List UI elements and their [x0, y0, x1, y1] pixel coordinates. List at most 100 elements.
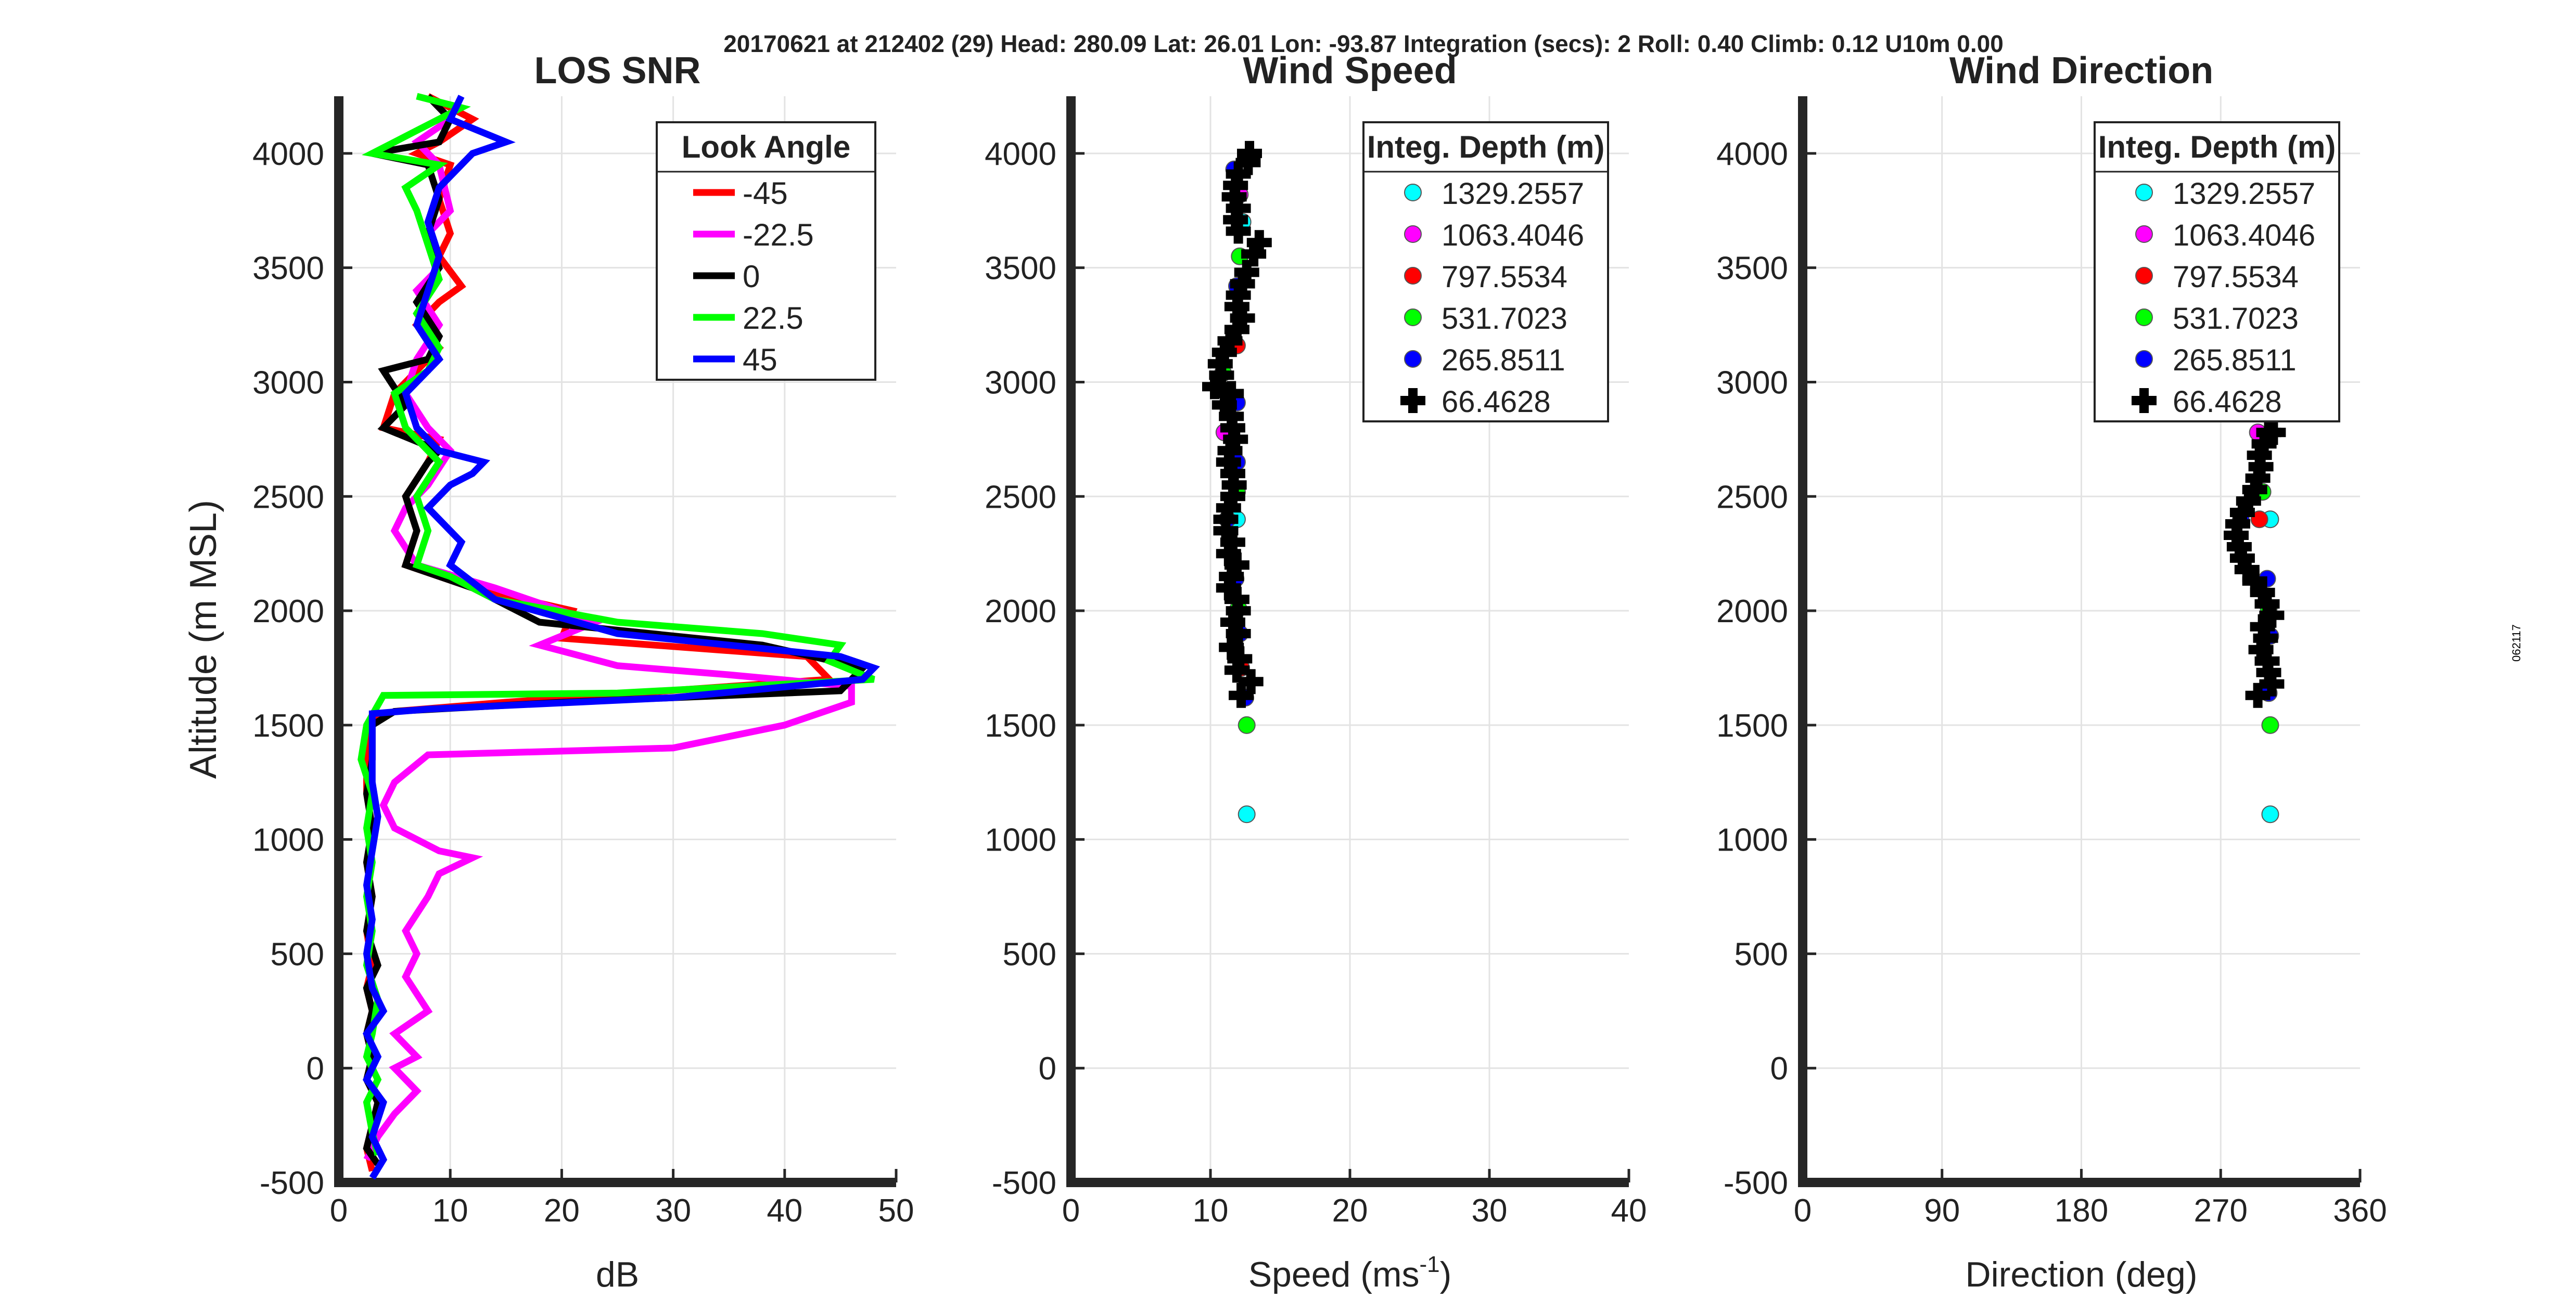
data-point — [1226, 621, 1251, 646]
y-tick-label: 3000 — [252, 365, 324, 401]
y-axis-label: Altitude (m MSL) — [183, 500, 224, 779]
chart-1: 0 10 20 30 40 50-5000500100015002000250030003… — [183, 50, 914, 1294]
figure-header: 20170621 at 212402 (29) Head: 280.09 Lat… — [723, 30, 2004, 57]
data-point — [2250, 580, 2275, 605]
legend-label: 22.5 — [743, 301, 804, 336]
x-tick-label: 90 — [1924, 1193, 1960, 1229]
x-tick-label: 180 — [2055, 1193, 2108, 1229]
y-tick-label: 1500 — [252, 708, 324, 744]
x-tick-label: 20 — [1332, 1193, 1368, 1229]
data-point — [1224, 317, 1249, 342]
data-point — [1212, 392, 1237, 418]
data-point — [1246, 230, 1272, 255]
y-tick-label: 0 — [307, 1051, 324, 1087]
data-point — [1230, 305, 1255, 331]
legend-swatch — [1404, 350, 1422, 368]
y-tick-label: 500 — [271, 936, 324, 972]
legend-label: 66.4628 — [2173, 385, 2282, 419]
y-tick-label: 2500 — [985, 479, 1056, 515]
data-point — [1217, 328, 1243, 354]
legend-title: Integ. Depth (m) — [1367, 130, 1605, 164]
data-point — [1241, 241, 1267, 267]
y-tick-label: 3000 — [1716, 365, 1788, 401]
data-point — [1226, 161, 1251, 187]
data-point — [2254, 648, 2280, 674]
data-point — [1219, 404, 1244, 429]
y-tick-label: 3500 — [1716, 251, 1788, 287]
legend-label: 0 — [743, 259, 760, 294]
y-tick-label: 500 — [1735, 936, 1788, 972]
y-tick-label: 4000 — [252, 136, 324, 172]
x-tick-label: 10 — [1193, 1193, 1229, 1229]
data-point — [1238, 805, 1256, 824]
y-tick-label: 0 — [1039, 1051, 1056, 1087]
data-point — [1220, 530, 1245, 555]
legend-title: Look Angle — [682, 130, 850, 164]
legend-label: 1063.4046 — [1442, 218, 1584, 252]
legend-swatch — [2135, 267, 2153, 285]
legend-label: -45 — [743, 176, 788, 211]
data-point — [2250, 614, 2275, 639]
legend-title: Integ. Depth (m) — [2098, 130, 2336, 164]
y-tick-label: 2500 — [252, 479, 324, 515]
x-tick-label: 30 — [655, 1193, 691, 1229]
legend-label: 531.7023 — [2173, 302, 2299, 336]
legend: Integ. Depth (m) 1329.2557 1063.4046 797.55… — [1362, 121, 1609, 422]
legend-label: 1063.4046 — [2173, 218, 2315, 252]
legend-swatch — [2132, 388, 2157, 413]
data-point — [1227, 646, 1253, 672]
y-tick-label: -500 — [260, 1165, 324, 1201]
data-point — [2245, 683, 2271, 708]
legend-label: 797.5534 — [2173, 260, 2299, 294]
x-tick-label: 0 — [330, 1193, 348, 1229]
y-tick-label: 2000 — [1716, 594, 1788, 629]
x-tick-label: 20 — [544, 1193, 580, 1229]
data-point — [1202, 374, 1227, 400]
legend-label: 1329.2557 — [1442, 177, 1584, 211]
legend-label: 66.4628 — [1442, 385, 1551, 419]
legend-label: -22.5 — [743, 217, 814, 252]
legend-label: 45 — [743, 342, 777, 377]
x-tick-label: 10 — [432, 1193, 468, 1229]
y-tick-label: 3000 — [985, 365, 1056, 401]
x-axis-label: Direction (deg) — [1966, 1255, 2198, 1294]
legend-swatch — [2135, 308, 2153, 326]
chart-title: Wind Direction — [1949, 50, 2213, 92]
data-point — [2229, 500, 2255, 525]
data-point — [1238, 669, 1264, 694]
series-line-45 — [362, 95, 881, 1180]
y-tick-label: 3500 — [985, 251, 1056, 287]
y-tick-label: 500 — [1003, 936, 1056, 972]
x-tick-label: 270 — [2194, 1193, 2248, 1229]
legend-swatch — [1404, 267, 1422, 285]
data-point — [1219, 381, 1244, 406]
y-tick-label: 1000 — [252, 822, 324, 858]
data-point — [1219, 635, 1244, 660]
side-label: 062117 — [2510, 624, 2523, 662]
legend: Look Angle -45 -22.5 0 22.5 45 — [656, 121, 876, 381]
legend-label: 531.7023 — [1442, 302, 1567, 336]
data-point — [2261, 805, 2279, 824]
data-point — [1238, 716, 1256, 734]
y-tick-label: -500 — [992, 1165, 1056, 1201]
x-tick-label: 40 — [1611, 1193, 1647, 1229]
legend-label: 265.8511 — [1442, 343, 1565, 377]
legend-label: 1329.2557 — [2173, 177, 2315, 211]
legend-swatch — [1404, 308, 1422, 326]
y-tick-label: 4000 — [985, 136, 1056, 172]
series-line-0 — [363, 94, 870, 1166]
x-axis-label: dB — [596, 1255, 639, 1294]
data-point — [2250, 510, 2268, 529]
data-point — [1229, 683, 1254, 708]
legend-label: 265.8511 — [2173, 343, 2297, 377]
data-point — [1224, 587, 1249, 612]
y-tick-label: 1500 — [1716, 708, 1788, 744]
legend-box — [656, 121, 876, 381]
data-point — [1219, 564, 1244, 589]
y-tick-label: 1000 — [1716, 822, 1788, 858]
y-tick-label: 1500 — [985, 708, 1056, 744]
chart-title: Wind Speed — [1243, 50, 1457, 92]
x-tick-label: 30 — [1472, 1193, 1508, 1229]
data-point — [1224, 552, 1249, 578]
